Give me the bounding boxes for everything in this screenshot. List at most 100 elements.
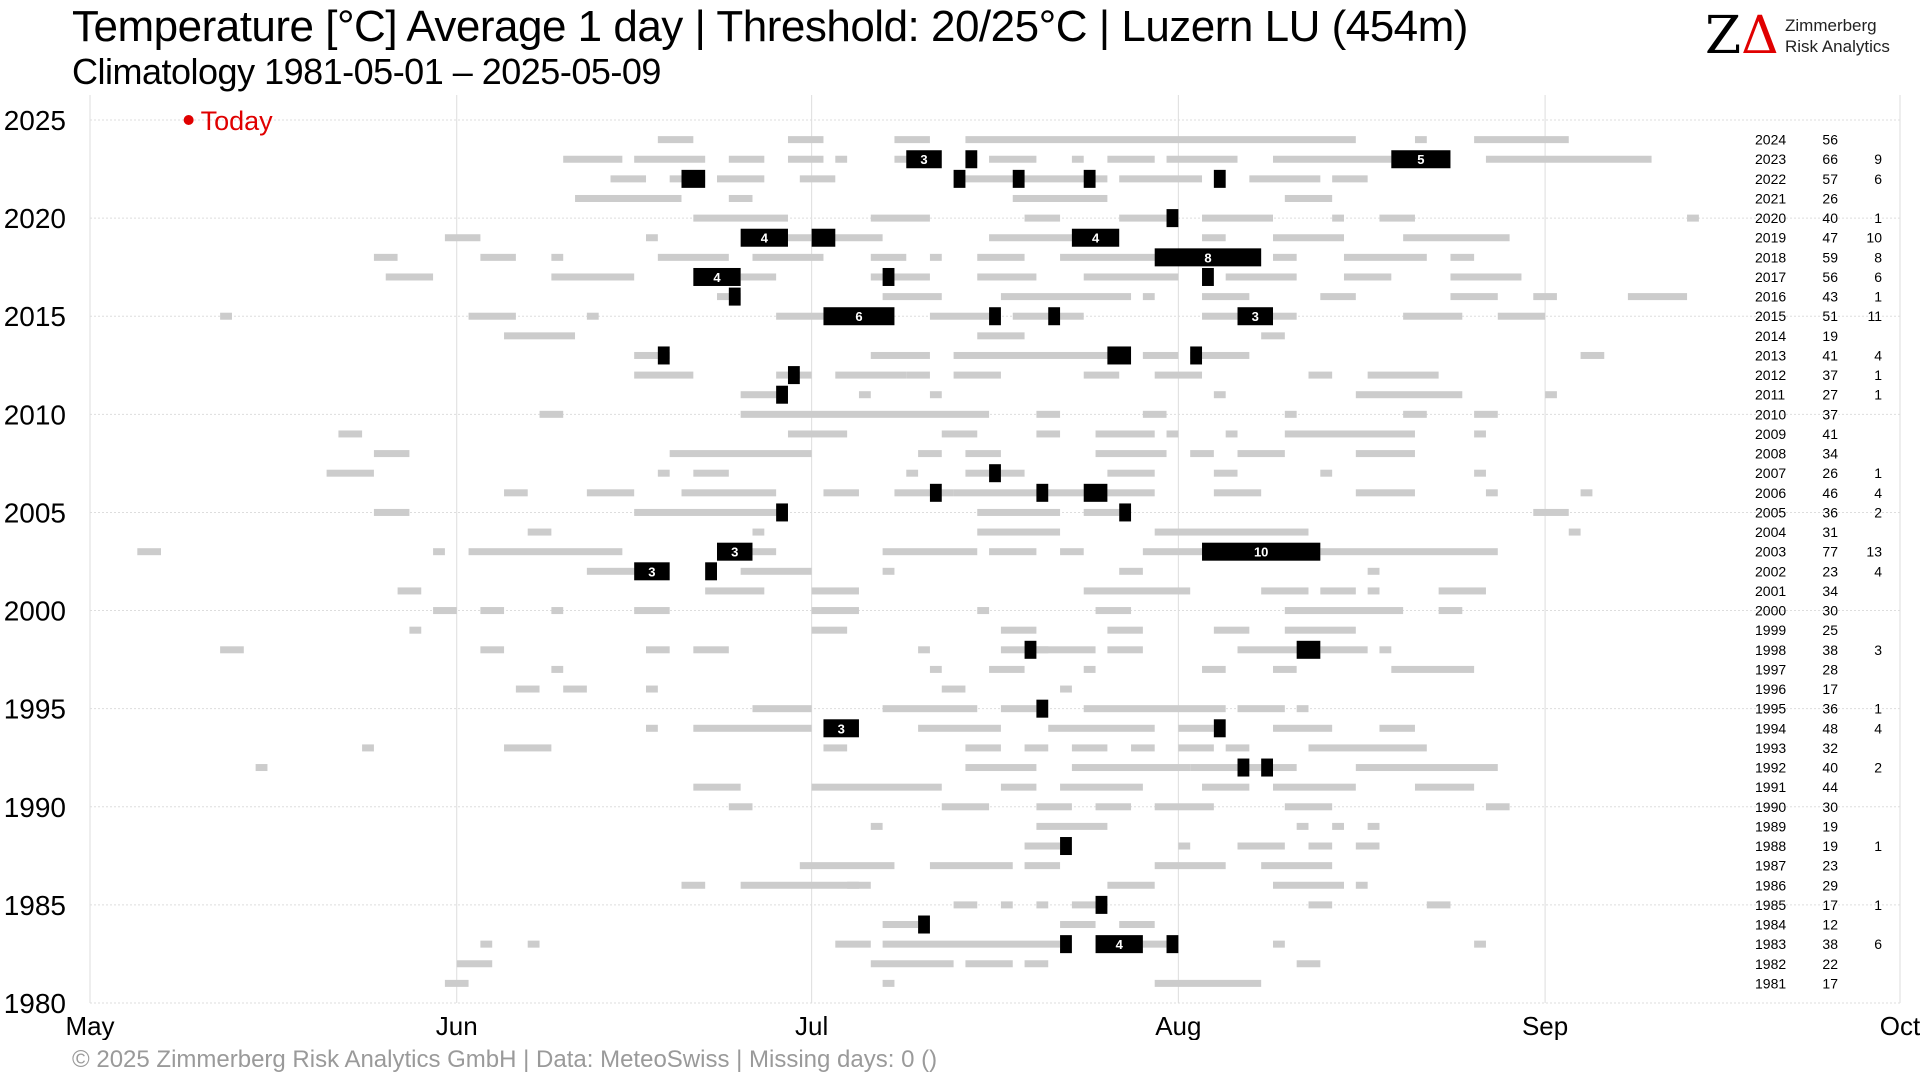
light-bar [646,685,658,693]
light-bar [1131,744,1155,752]
dark-bar [657,346,670,365]
table-days-above-25: 1 [1874,210,1882,226]
light-bar [586,489,635,497]
table-days-above-20: 17 [1822,897,1838,913]
light-bar [799,175,836,183]
table-year: 2019 [1755,230,1786,246]
table-days-above-25: 4 [1874,563,1882,579]
light-bar [385,273,434,281]
dark-bar [823,307,895,326]
light-bar [740,567,812,575]
light-bar [255,764,268,772]
light-bar [1083,273,1179,281]
dark-bar [634,562,670,581]
light-bar [634,155,706,163]
axes: May Jun Jul Aug Sep Oct1980198519901995200020… [4,105,1920,1040]
table-year: 2009 [1755,426,1786,442]
light-bar [480,253,516,261]
light-bar [941,803,990,811]
dark-bar [1060,837,1072,856]
light-bar [977,607,990,615]
light-bar [1142,410,1167,418]
light-bar [468,312,516,320]
dark-bar [1166,209,1179,228]
dark-bar [1237,758,1250,777]
table-days-above-20: 34 [1822,446,1838,462]
light-bar [1379,214,1415,222]
table-days-above-25: 1 [1874,465,1882,481]
table-days-above-20: 22 [1822,956,1838,972]
light-bar [1119,567,1143,575]
light-bar [563,155,623,163]
table-days-above-25: 6 [1874,269,1882,285]
table-year: 2011 [1755,387,1785,403]
dark-bar [776,385,788,404]
light-bar [563,685,587,693]
light-bar [716,646,729,654]
table-days-above-20: 47 [1822,230,1838,246]
light-bar [1474,430,1486,438]
light-bar [1225,430,1238,438]
table-year: 2000 [1755,603,1786,619]
table-year: 2013 [1755,347,1786,363]
light-bar [811,607,859,615]
dark-bar [740,228,788,247]
table-days-above-25: 4 [1874,720,1882,736]
dark-bar-label: 5 [1417,152,1424,167]
dark-bar [965,150,978,169]
table-days-above-20: 41 [1822,347,1838,363]
light-bar [989,234,1096,242]
light-bar [1107,646,1143,654]
light-bar [906,469,919,477]
light-bar [870,960,954,968]
light-bar [1273,253,1297,261]
light-bar [646,724,658,732]
light-bar [1202,293,1250,301]
light-bar [1083,508,1132,516]
table-days-above-20: 37 [1822,367,1838,383]
light-bar [1036,901,1049,909]
bars: 3 5 4 4 8 4 6 3 3 10 3 3 4 [137,136,1699,987]
table-year: 1989 [1755,818,1786,834]
table-days-above-20: 38 [1822,936,1838,952]
light-bar [728,803,753,811]
dark-bar [929,483,942,502]
dark-bar [705,562,717,581]
dark-bar [1154,248,1262,267]
light-bar [1213,391,1226,399]
light-bar [906,371,930,379]
table-days-above-25: 1 [1874,897,1882,913]
light-bar [1273,940,1285,948]
light-bar [1485,489,1498,497]
light-bar [397,587,422,595]
light-bar [705,587,765,595]
light-bar [1012,194,1108,202]
light-bar [823,744,848,752]
light-bar [1273,155,1392,163]
light-bar [1474,469,1486,477]
light-bar [220,312,232,320]
table-year: 2006 [1755,485,1786,501]
table-year: 1982 [1755,956,1786,972]
light-bar [1237,705,1285,713]
light-bar [504,489,528,497]
dark-bar [1190,346,1203,365]
dark-bar [728,287,741,306]
dark-bar [989,464,1001,483]
table-days-above-25: 13 [1866,544,1882,560]
light-bar [1367,567,1380,575]
light-bar [1154,979,1262,987]
light-bar [1355,842,1380,850]
light-bar [1119,921,1155,929]
chart-subtitle: Climatology 1981-05-01 – 2025-05-09 [72,51,661,92]
light-bar [847,881,871,889]
table-days-above-25: 4 [1874,347,1882,363]
light-bar [977,273,1037,281]
table-year: 1993 [1755,740,1786,756]
light-bar [882,705,978,713]
dark-bar [1202,542,1321,561]
table-days-above-20: 38 [1822,642,1838,658]
light-bar [1533,293,1557,301]
light-bar [989,665,1025,673]
light-bar [1178,724,1214,732]
